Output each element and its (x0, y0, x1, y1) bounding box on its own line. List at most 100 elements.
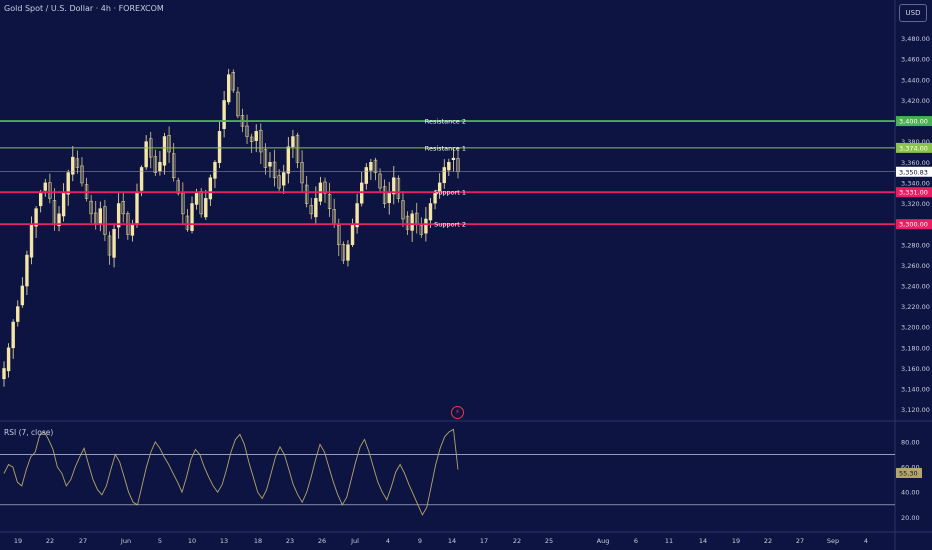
time-tick-label: 27 (79, 537, 87, 545)
candle-body (194, 192, 199, 205)
candle-body (116, 203, 121, 228)
candle-body (378, 173, 382, 189)
time-tick-label: 13 (220, 537, 228, 545)
candle-body (259, 129, 263, 153)
candle-body (208, 177, 213, 200)
candle-body (167, 135, 171, 153)
candle-body (89, 200, 93, 215)
candle-body (57, 213, 61, 227)
candle-body (66, 172, 70, 195)
candle-body (11, 321, 15, 349)
time-tick-label: 10 (188, 537, 196, 545)
candle-body (392, 177, 396, 195)
candle-body (112, 229, 116, 258)
candle-body (291, 136, 295, 148)
candle-body (433, 192, 437, 204)
candle-body (428, 203, 433, 221)
time-tick-label: 18 (254, 537, 262, 545)
candle-body (304, 184, 309, 204)
candle-body (190, 203, 194, 231)
time-tick-label: 22 (46, 537, 54, 545)
rsi-tick-label: 40.00 (901, 489, 920, 497)
price-tick-label: 3,360.00 (901, 159, 930, 167)
candle-body (300, 162, 304, 184)
candle-body (309, 205, 313, 215)
candle-body (135, 192, 139, 224)
candle-body (75, 158, 80, 168)
candle-body (387, 192, 391, 204)
flash-icon[interactable]: ⚡ (451, 406, 464, 419)
price-tick-label: 3,140.00 (901, 386, 930, 394)
level-value-tag (896, 219, 932, 230)
candle-body (204, 198, 208, 218)
candle-body (369, 162, 373, 171)
time-tick-label: 19 (732, 537, 740, 545)
candle-body (213, 162, 217, 179)
candle-body (382, 186, 387, 204)
candle-body (139, 167, 144, 191)
candle-body (2, 368, 6, 380)
candle-body (419, 225, 424, 235)
candle-body (350, 223, 355, 246)
time-tick-label: 26 (318, 537, 326, 545)
candle-body (442, 167, 446, 184)
candle-body (29, 223, 34, 258)
rsi-value-label: 55.30 (899, 469, 918, 477)
time-tick-label: Sep (827, 537, 839, 545)
price-tick-label: 3,480.00 (901, 35, 930, 43)
candle-body (20, 285, 25, 306)
time-tick-label: 14 (448, 537, 456, 545)
candle-body (171, 153, 176, 179)
time-tick-label: 22 (764, 537, 772, 545)
candle-body (405, 215, 410, 230)
candle-body (6, 347, 11, 372)
candle-body (144, 141, 148, 168)
candle-body (176, 180, 180, 194)
candle-body (185, 215, 190, 230)
candle-body (314, 198, 318, 218)
time-tick-label: 4 (864, 537, 868, 545)
currency-button[interactable]: USD (899, 4, 927, 22)
candle-body (38, 192, 43, 207)
candle-body (162, 136, 167, 166)
candle-body (158, 162, 162, 172)
candle-body (424, 218, 428, 234)
candle-body (16, 306, 20, 322)
price-tick-label: 3,280.00 (901, 241, 930, 249)
candle-body (277, 175, 281, 189)
rsi-tick-label: 60.00 (901, 464, 920, 472)
candle-body (410, 213, 414, 231)
candle-body (451, 157, 456, 160)
rsi-tick-label: 80.00 (901, 438, 920, 446)
level-label: Support 2 (434, 221, 466, 229)
rsi-indicator-title[interactable]: RSI (7, close) (4, 428, 54, 437)
price-tick-label: 3,320.00 (901, 200, 930, 208)
price-tick-label: 3,380.00 (901, 138, 930, 146)
time-tick-label: Jul (350, 537, 359, 545)
time-tick-label: 22 (513, 537, 521, 545)
candle-body (373, 159, 378, 173)
rsi-tick-label: 20.00 (901, 514, 920, 522)
candle-body (61, 192, 66, 217)
level-value-tag (896, 187, 932, 198)
time-tick-label: 4 (386, 537, 390, 545)
candle-body (153, 156, 158, 173)
candle-body (341, 244, 346, 261)
candle-body (263, 149, 268, 168)
price-tick-label: 3,120.00 (901, 406, 930, 414)
candle-body (254, 131, 258, 141)
candle-body (130, 223, 135, 236)
candle-body (25, 254, 29, 287)
candle-body (249, 136, 254, 142)
candle-body (231, 72, 235, 91)
price-tick-label: 3,160.00 (901, 365, 930, 373)
price-tick-label: 3,220.00 (901, 303, 930, 311)
candle-body (107, 235, 112, 256)
level-value-tag (896, 116, 932, 127)
candle-body (80, 165, 84, 184)
time-tick-label: 23 (286, 537, 294, 545)
time-tick-label: 6 (634, 537, 638, 545)
candle-body (121, 201, 125, 215)
